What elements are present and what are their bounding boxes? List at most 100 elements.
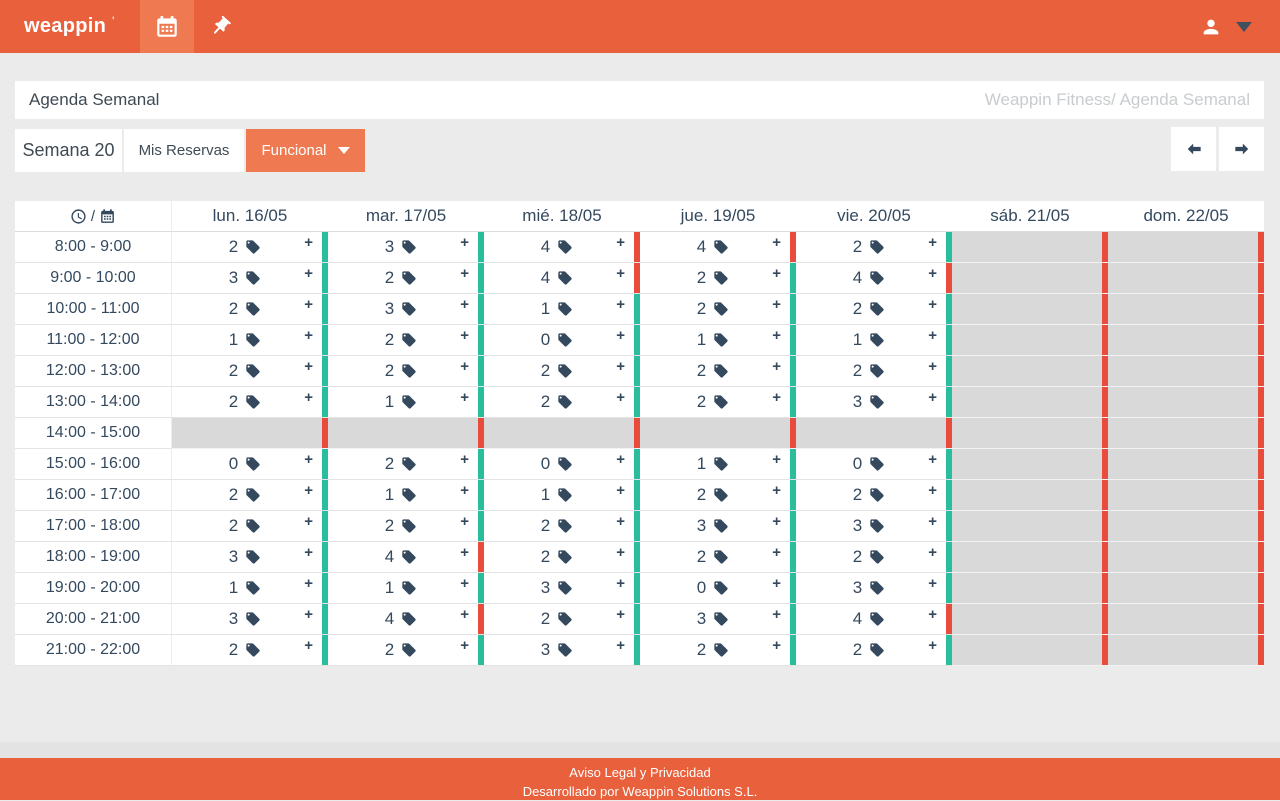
booking-count-group: 0 bbox=[172, 449, 328, 479]
activity-filter-dropdown[interactable]: Funcional bbox=[246, 129, 365, 172]
add-booking-button[interactable]: + bbox=[772, 265, 781, 282]
add-booking-button[interactable]: + bbox=[304, 637, 313, 654]
tag-icon bbox=[557, 239, 573, 255]
booking-count: 2 bbox=[228, 640, 239, 659]
add-booking-button[interactable]: + bbox=[616, 482, 625, 499]
time-slot-label: 9:00 - 10:00 bbox=[15, 263, 172, 294]
add-booking-button[interactable]: + bbox=[460, 606, 469, 623]
add-booking-button[interactable]: + bbox=[616, 513, 625, 530]
add-booking-button[interactable]: + bbox=[772, 389, 781, 406]
agenda-cell-disabled bbox=[1108, 263, 1264, 294]
add-booking-button[interactable]: + bbox=[460, 451, 469, 468]
add-booking-button[interactable]: + bbox=[772, 544, 781, 561]
user-icon[interactable] bbox=[1200, 16, 1222, 38]
agenda-cell-disabled bbox=[172, 418, 328, 449]
add-booking-button[interactable]: + bbox=[616, 451, 625, 468]
add-booking-button[interactable]: + bbox=[928, 389, 937, 406]
booking-count: 2 bbox=[228, 299, 239, 318]
agenda-table: / lun. 16/05 mar. 17/05 mié. 18/05 jue. 19/… bbox=[15, 201, 1264, 666]
availability-status-bar bbox=[790, 542, 796, 572]
add-booking-button[interactable]: + bbox=[616, 327, 625, 344]
add-booking-button[interactable]: + bbox=[928, 606, 937, 623]
add-booking-button[interactable]: + bbox=[928, 327, 937, 344]
add-booking-button[interactable]: + bbox=[616, 358, 625, 375]
add-booking-button[interactable]: + bbox=[928, 513, 937, 530]
availability-status-bar bbox=[790, 635, 796, 665]
booking-count-group: 4 bbox=[796, 604, 952, 634]
add-booking-button[interactable]: + bbox=[772, 451, 781, 468]
add-booking-button[interactable]: + bbox=[928, 482, 937, 499]
availability-status-bar bbox=[790, 418, 796, 448]
add-booking-button[interactable]: + bbox=[772, 637, 781, 654]
add-booking-button[interactable]: + bbox=[460, 482, 469, 499]
legal-privacy-link[interactable]: Aviso Legal y Privacidad bbox=[569, 765, 711, 780]
add-booking-button[interactable]: + bbox=[616, 296, 625, 313]
availability-status-bar bbox=[634, 542, 640, 572]
add-booking-button[interactable]: + bbox=[616, 389, 625, 406]
agenda-cell: 2 + bbox=[796, 232, 952, 263]
add-booking-button[interactable]: + bbox=[304, 451, 313, 468]
booking-count: 3 bbox=[228, 547, 239, 566]
add-booking-button[interactable]: + bbox=[928, 234, 937, 251]
next-week-button[interactable] bbox=[1219, 127, 1264, 171]
add-booking-button[interactable]: + bbox=[616, 575, 625, 592]
add-booking-button[interactable]: + bbox=[772, 606, 781, 623]
add-booking-button[interactable]: + bbox=[460, 327, 469, 344]
agenda-cell: 2 + bbox=[640, 263, 796, 294]
add-booking-button[interactable]: + bbox=[772, 327, 781, 344]
add-booking-button[interactable]: + bbox=[304, 544, 313, 561]
add-booking-button[interactable]: + bbox=[460, 544, 469, 561]
add-booking-button[interactable]: + bbox=[616, 606, 625, 623]
add-booking-button[interactable]: + bbox=[304, 234, 313, 251]
nav-tab-agenda[interactable] bbox=[139, 0, 194, 53]
booking-count-group: 2 bbox=[796, 542, 952, 572]
add-booking-button[interactable]: + bbox=[928, 575, 937, 592]
availability-status-bar bbox=[1258, 387, 1264, 417]
add-booking-button[interactable]: + bbox=[304, 327, 313, 344]
add-booking-button[interactable]: + bbox=[304, 296, 313, 313]
add-booking-button[interactable]: + bbox=[616, 637, 625, 654]
availability-status-bar bbox=[946, 294, 952, 324]
add-booking-button[interactable]: + bbox=[304, 358, 313, 375]
add-booking-button[interactable]: + bbox=[928, 296, 937, 313]
add-booking-button[interactable]: + bbox=[772, 482, 781, 499]
add-booking-button[interactable]: + bbox=[460, 265, 469, 282]
chevron-down-icon[interactable] bbox=[1236, 21, 1252, 32]
booking-count-group: 2 bbox=[640, 294, 796, 324]
add-booking-button[interactable]: + bbox=[460, 358, 469, 375]
add-booking-button[interactable]: + bbox=[772, 513, 781, 530]
availability-status-bar bbox=[634, 604, 640, 634]
tag-icon bbox=[557, 611, 573, 627]
nav-tab-pin[interactable] bbox=[194, 0, 248, 53]
add-booking-button[interactable]: + bbox=[460, 389, 469, 406]
add-booking-button[interactable]: + bbox=[460, 575, 469, 592]
booking-count: 1 bbox=[384, 578, 395, 597]
add-booking-button[interactable]: + bbox=[304, 389, 313, 406]
agenda-cell: 2 + bbox=[484, 387, 640, 418]
add-booking-button[interactable]: + bbox=[928, 544, 937, 561]
add-booking-button[interactable]: + bbox=[928, 637, 937, 654]
add-booking-button[interactable]: + bbox=[304, 606, 313, 623]
add-booking-button[interactable]: + bbox=[304, 575, 313, 592]
add-booking-button[interactable]: + bbox=[616, 544, 625, 561]
add-booking-button[interactable]: + bbox=[304, 265, 313, 282]
add-booking-button[interactable]: + bbox=[772, 358, 781, 375]
add-booking-button[interactable]: + bbox=[928, 451, 937, 468]
availability-status-bar bbox=[1102, 635, 1108, 665]
my-reservations-button[interactable]: Mis Reservas bbox=[124, 129, 244, 172]
add-booking-button[interactable]: + bbox=[460, 234, 469, 251]
add-booking-button[interactable]: + bbox=[304, 513, 313, 530]
add-booking-button[interactable]: + bbox=[460, 296, 469, 313]
add-booking-button[interactable]: + bbox=[928, 265, 937, 282]
add-booking-button[interactable]: + bbox=[772, 234, 781, 251]
add-booking-button[interactable]: + bbox=[928, 358, 937, 375]
week-button[interactable]: Semana 20 bbox=[15, 129, 122, 172]
add-booking-button[interactable]: + bbox=[460, 513, 469, 530]
add-booking-button[interactable]: + bbox=[772, 575, 781, 592]
previous-week-button[interactable] bbox=[1171, 127, 1216, 171]
add-booking-button[interactable]: + bbox=[304, 482, 313, 499]
add-booking-button[interactable]: + bbox=[616, 265, 625, 282]
add-booking-button[interactable]: + bbox=[616, 234, 625, 251]
add-booking-button[interactable]: + bbox=[460, 637, 469, 654]
add-booking-button[interactable]: + bbox=[772, 296, 781, 313]
